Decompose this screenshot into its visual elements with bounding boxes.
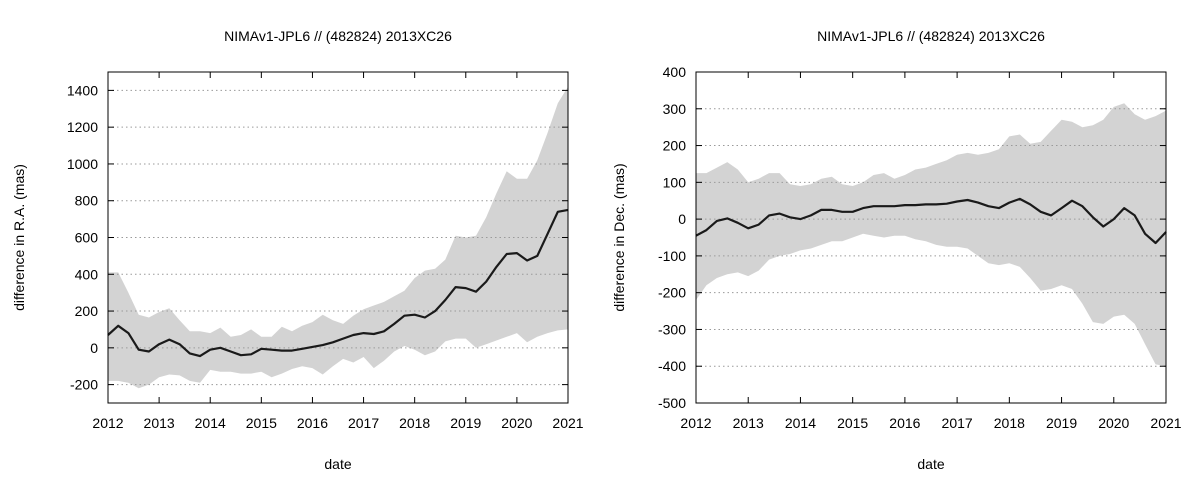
y-tick-label: 800 xyxy=(75,193,99,209)
chart-title: NIMAv1-JPL6 // (482824) 2013XC26 xyxy=(224,28,452,44)
y-tick-label: 0 xyxy=(678,211,686,227)
x-tick-label: 2012 xyxy=(92,415,123,431)
y-tick-label: -200 xyxy=(658,285,686,301)
uncertainty-band xyxy=(696,103,1166,367)
y-tick-label: 400 xyxy=(663,64,687,80)
y-tick-label: 600 xyxy=(75,230,99,246)
x-tick-label: 2014 xyxy=(195,415,226,431)
y-tick-label: -200 xyxy=(70,377,98,393)
uncertainty-band xyxy=(108,86,568,389)
x-tick-label: 2018 xyxy=(994,415,1025,431)
x-tick-label: 2018 xyxy=(399,415,430,431)
y-tick-label: 400 xyxy=(75,266,99,282)
x-tick-label: 2021 xyxy=(1150,415,1181,431)
x-tick-label: 2020 xyxy=(1098,415,1129,431)
x-tick-label: 2014 xyxy=(785,415,816,431)
x-tick-label: 2021 xyxy=(552,415,583,431)
dec-difference-chart: -500 -400 -300 -200 -100 0 100 200 300 400 2012 201… xyxy=(611,28,1182,472)
y-tick-label: -300 xyxy=(658,321,686,337)
y-tick-label: 300 xyxy=(663,101,687,117)
y-axis-label: difference in Dec. (mas) xyxy=(611,163,627,311)
x-tick-label: 2019 xyxy=(1046,415,1077,431)
x-tick-label: 2017 xyxy=(942,415,973,431)
y-tick-label: 200 xyxy=(663,138,687,154)
x-tick-label: 2015 xyxy=(246,415,277,431)
y-tick-label: -500 xyxy=(658,395,686,411)
x-tick-label: 2019 xyxy=(450,415,481,431)
x-tick-label: 2016 xyxy=(297,415,328,431)
y-tick-label: 1000 xyxy=(67,156,98,172)
y-tick-label: 1400 xyxy=(67,82,98,98)
x-tick-label: 2016 xyxy=(889,415,920,431)
x-tick-label: 2020 xyxy=(501,415,532,431)
y-tick-label: -400 xyxy=(658,358,686,374)
x-tick-label: 2012 xyxy=(680,415,711,431)
plot-frame xyxy=(695,71,1167,404)
series-line-difference xyxy=(107,208,569,358)
y-tick-label: 200 xyxy=(75,303,99,319)
x-tick-label: 2013 xyxy=(144,415,175,431)
ra-difference-chart: -200 0 200 400 600 800 1000 1200 1400 2012 2013 201… xyxy=(11,28,584,472)
x-axis-label: date xyxy=(324,456,351,472)
x-tick-label: 2015 xyxy=(837,415,868,431)
x-axis-label: date xyxy=(917,456,944,472)
y-axis-label: difference in R.A. (mas) xyxy=(11,164,27,311)
y-tick-label: 1200 xyxy=(67,119,98,135)
y-tick-label: 100 xyxy=(663,174,687,190)
y-tick-label: -100 xyxy=(658,248,686,264)
series-line-difference xyxy=(695,197,1167,245)
x-tick-label: 2013 xyxy=(733,415,764,431)
x-tick-label: 2017 xyxy=(348,415,379,431)
y-tick-label: 0 xyxy=(90,340,98,356)
chart-title: NIMAv1-JPL6 // (482824) 2013XC26 xyxy=(817,28,1045,44)
